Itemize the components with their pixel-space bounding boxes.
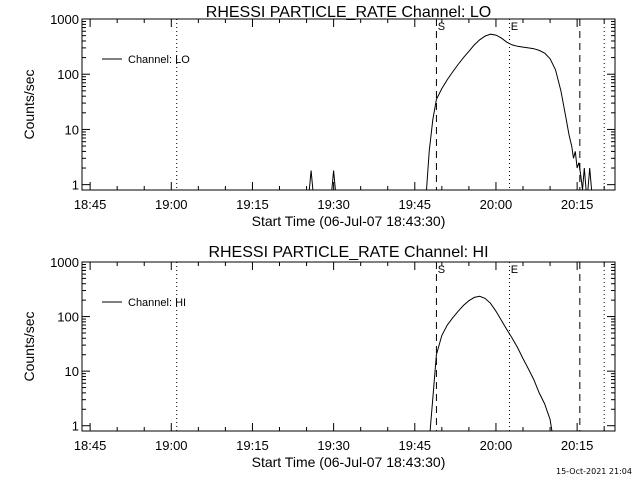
x-tick-label: 20:15 <box>561 438 594 453</box>
y-tick-label: 10 <box>65 122 79 137</box>
x-tick-label: 20:00 <box>480 197 513 212</box>
x-tick-label: 19:45 <box>399 438 432 453</box>
time-marker-label: S <box>438 264 445 276</box>
x-axis-label: Start Time (06-Jul-07 18:43:30) <box>252 454 446 470</box>
x-tick-label: 19:30 <box>317 438 350 453</box>
chart-title: RHESSI PARTICLE_RATE Channel: HI <box>208 244 488 261</box>
y-tick-label: 1000 <box>50 255 79 270</box>
x-tick-label: 19:30 <box>317 197 350 212</box>
legend-entry: Channel: LO <box>128 54 190 66</box>
series-line <box>587 167 593 191</box>
x-tick-label: 20:15 <box>561 197 594 212</box>
y-tick-label: 1000 <box>50 12 79 27</box>
chart-panel-2: RHESSI PARTICLE_RATE Channel: HI Counts/s… <box>21 244 616 470</box>
y-axis-label: Counts/sec <box>21 69 37 139</box>
x-tick-label: 18:45 <box>74 197 107 212</box>
plot-frame <box>81 261 616 432</box>
x-tick-label: 20:00 <box>480 438 513 453</box>
legend-entry: Channel: HI <box>128 297 186 309</box>
x-axis-label: Start Time (06-Jul-07 18:43:30) <box>252 213 446 229</box>
y-tick-label: 10 <box>65 364 79 379</box>
series-line <box>426 33 583 191</box>
x-tick-label: 18:45 <box>74 438 107 453</box>
series-line <box>582 167 587 191</box>
chart-panel-1: RHESSI PARTICLE_RATE Channel: LO Counts/s… <box>21 4 616 229</box>
series-line <box>429 295 553 432</box>
y-tick-label: 1 <box>72 178 79 193</box>
x-tick-label: 19:15 <box>236 438 269 453</box>
x-tick-label: 19:45 <box>399 197 432 212</box>
x-tick-label: 19:00 <box>155 438 188 453</box>
plot-frame <box>81 18 616 191</box>
x-tick-label: 19:00 <box>155 197 188 212</box>
y-axis-label: Counts/sec <box>21 311 37 381</box>
y-tick-label: 100 <box>57 310 79 325</box>
time-marker-label: E <box>511 264 518 276</box>
series-line <box>308 170 314 191</box>
series-line <box>331 170 336 191</box>
y-tick-label: 100 <box>57 67 79 82</box>
chart-title: RHESSI PARTICLE_RATE Channel: LO <box>206 4 491 21</box>
time-marker-label: E <box>511 21 518 33</box>
x-tick-label: 19:15 <box>236 197 269 212</box>
time-marker-label: S <box>438 21 445 33</box>
y-tick-label: 1 <box>72 419 79 434</box>
